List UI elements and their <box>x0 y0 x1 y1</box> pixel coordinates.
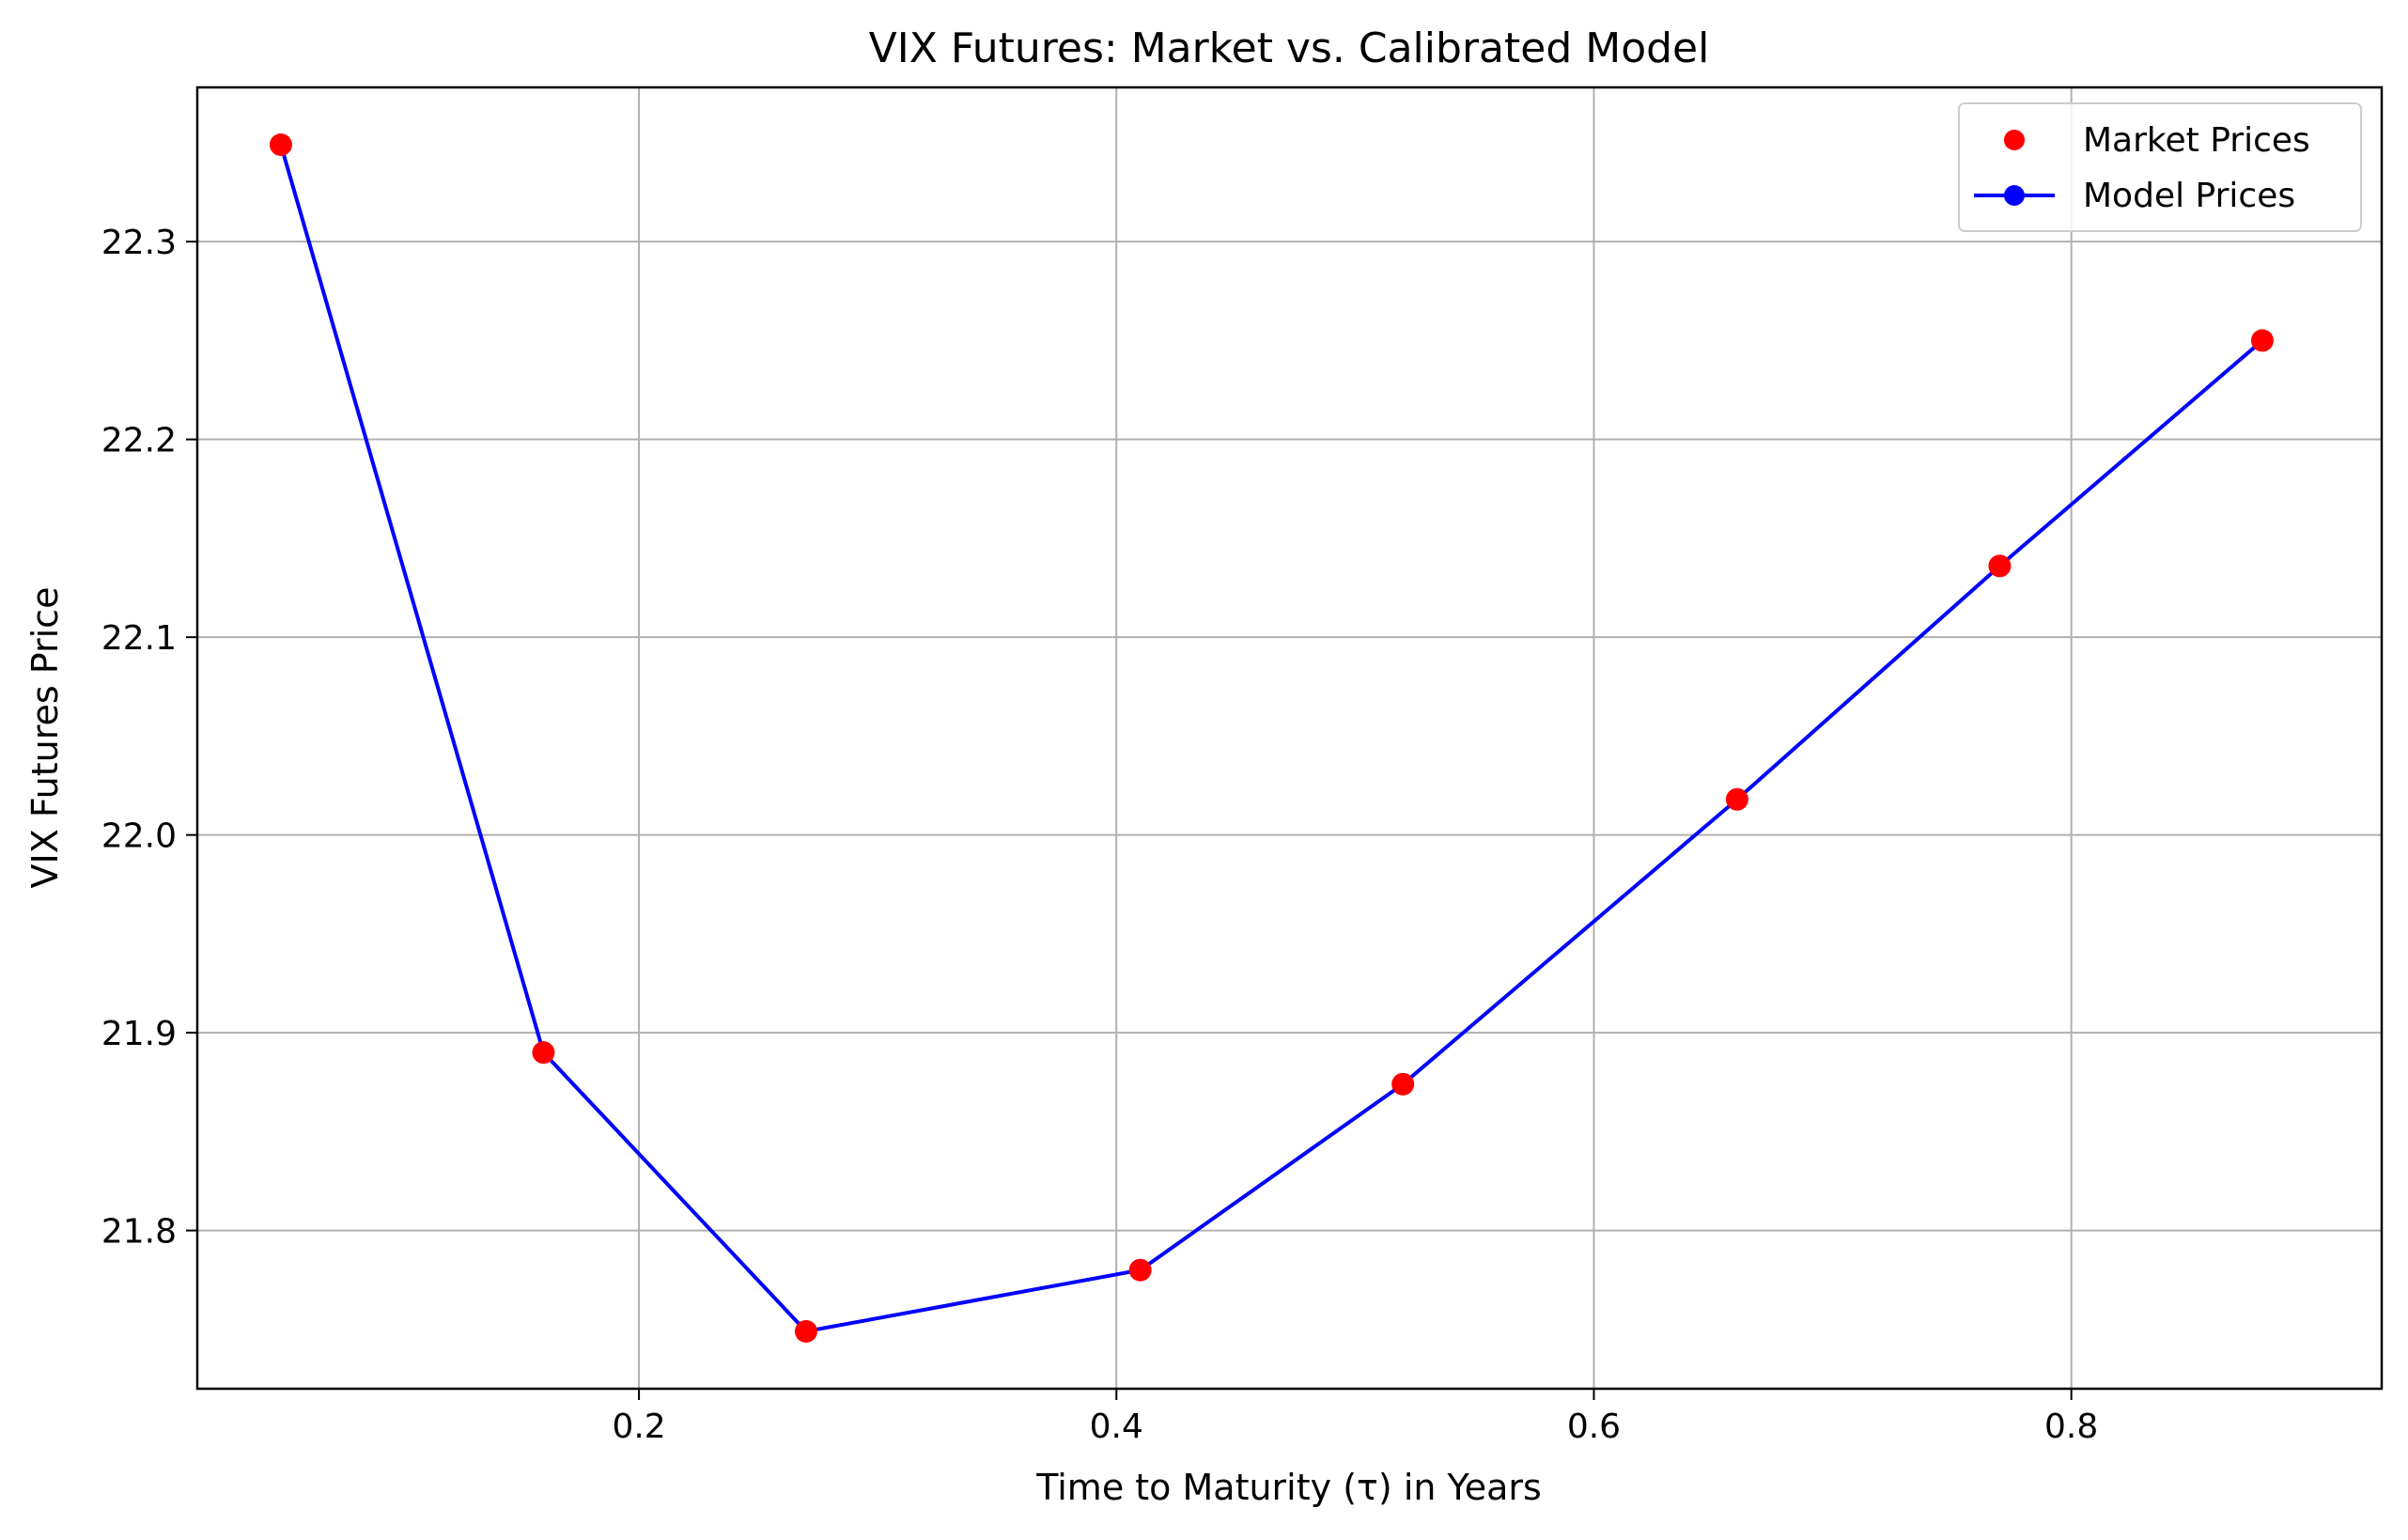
legend-market-label: Market Prices <box>2083 121 2310 160</box>
x-axis-label: Time to Maturity (τ) in Years <box>1035 1467 1542 1508</box>
legend-box <box>1958 102 2362 232</box>
legend-market-marker <box>2004 130 2025 150</box>
market-price-point <box>2250 329 2274 352</box>
legend-model-label: Model Prices <box>2083 177 2295 215</box>
market-price-point <box>1128 1258 1152 1282</box>
y-tick-label: 22.0 <box>101 817 177 856</box>
y-axis-label: VIX Futures Price <box>24 587 66 889</box>
legend-model-marker <box>2004 185 2025 206</box>
x-tick-label: 0.4 <box>1090 1408 1143 1446</box>
y-tick-label: 21.9 <box>101 1015 177 1053</box>
legend: Market Prices Model Prices <box>1958 102 2362 232</box>
market-price-point <box>1391 1072 1415 1096</box>
model-prices-line <box>279 144 2264 1333</box>
market-price-point <box>532 1041 555 1065</box>
y-tick-label: 22.1 <box>101 619 177 658</box>
market-price-point <box>1725 787 1748 811</box>
x-tick-label: 0.8 <box>2044 1408 2098 1446</box>
x-tick-label: 0.6 <box>1567 1408 1621 1446</box>
y-tick-label: 22.2 <box>101 422 177 460</box>
y-tick-label: 22.3 <box>101 224 177 262</box>
plot-frame <box>195 86 2384 1391</box>
y-tick-label: 21.8 <box>101 1213 177 1252</box>
axis-ticks: 0.2 0.4 0.6 0.8 21.8 21.9 22.0 22.1 22.2 22.3 <box>101 224 2098 1446</box>
chart-title: VIX Futures: Market vs. Calibrated Model <box>869 24 1710 72</box>
x-tick-label: 0.2 <box>612 1408 665 1446</box>
grid-lines <box>197 87 2382 1389</box>
series-layer <box>269 133 2274 1343</box>
market-price-point <box>1988 554 2012 578</box>
market-price-point <box>269 133 292 157</box>
market-price-point <box>794 1319 817 1343</box>
